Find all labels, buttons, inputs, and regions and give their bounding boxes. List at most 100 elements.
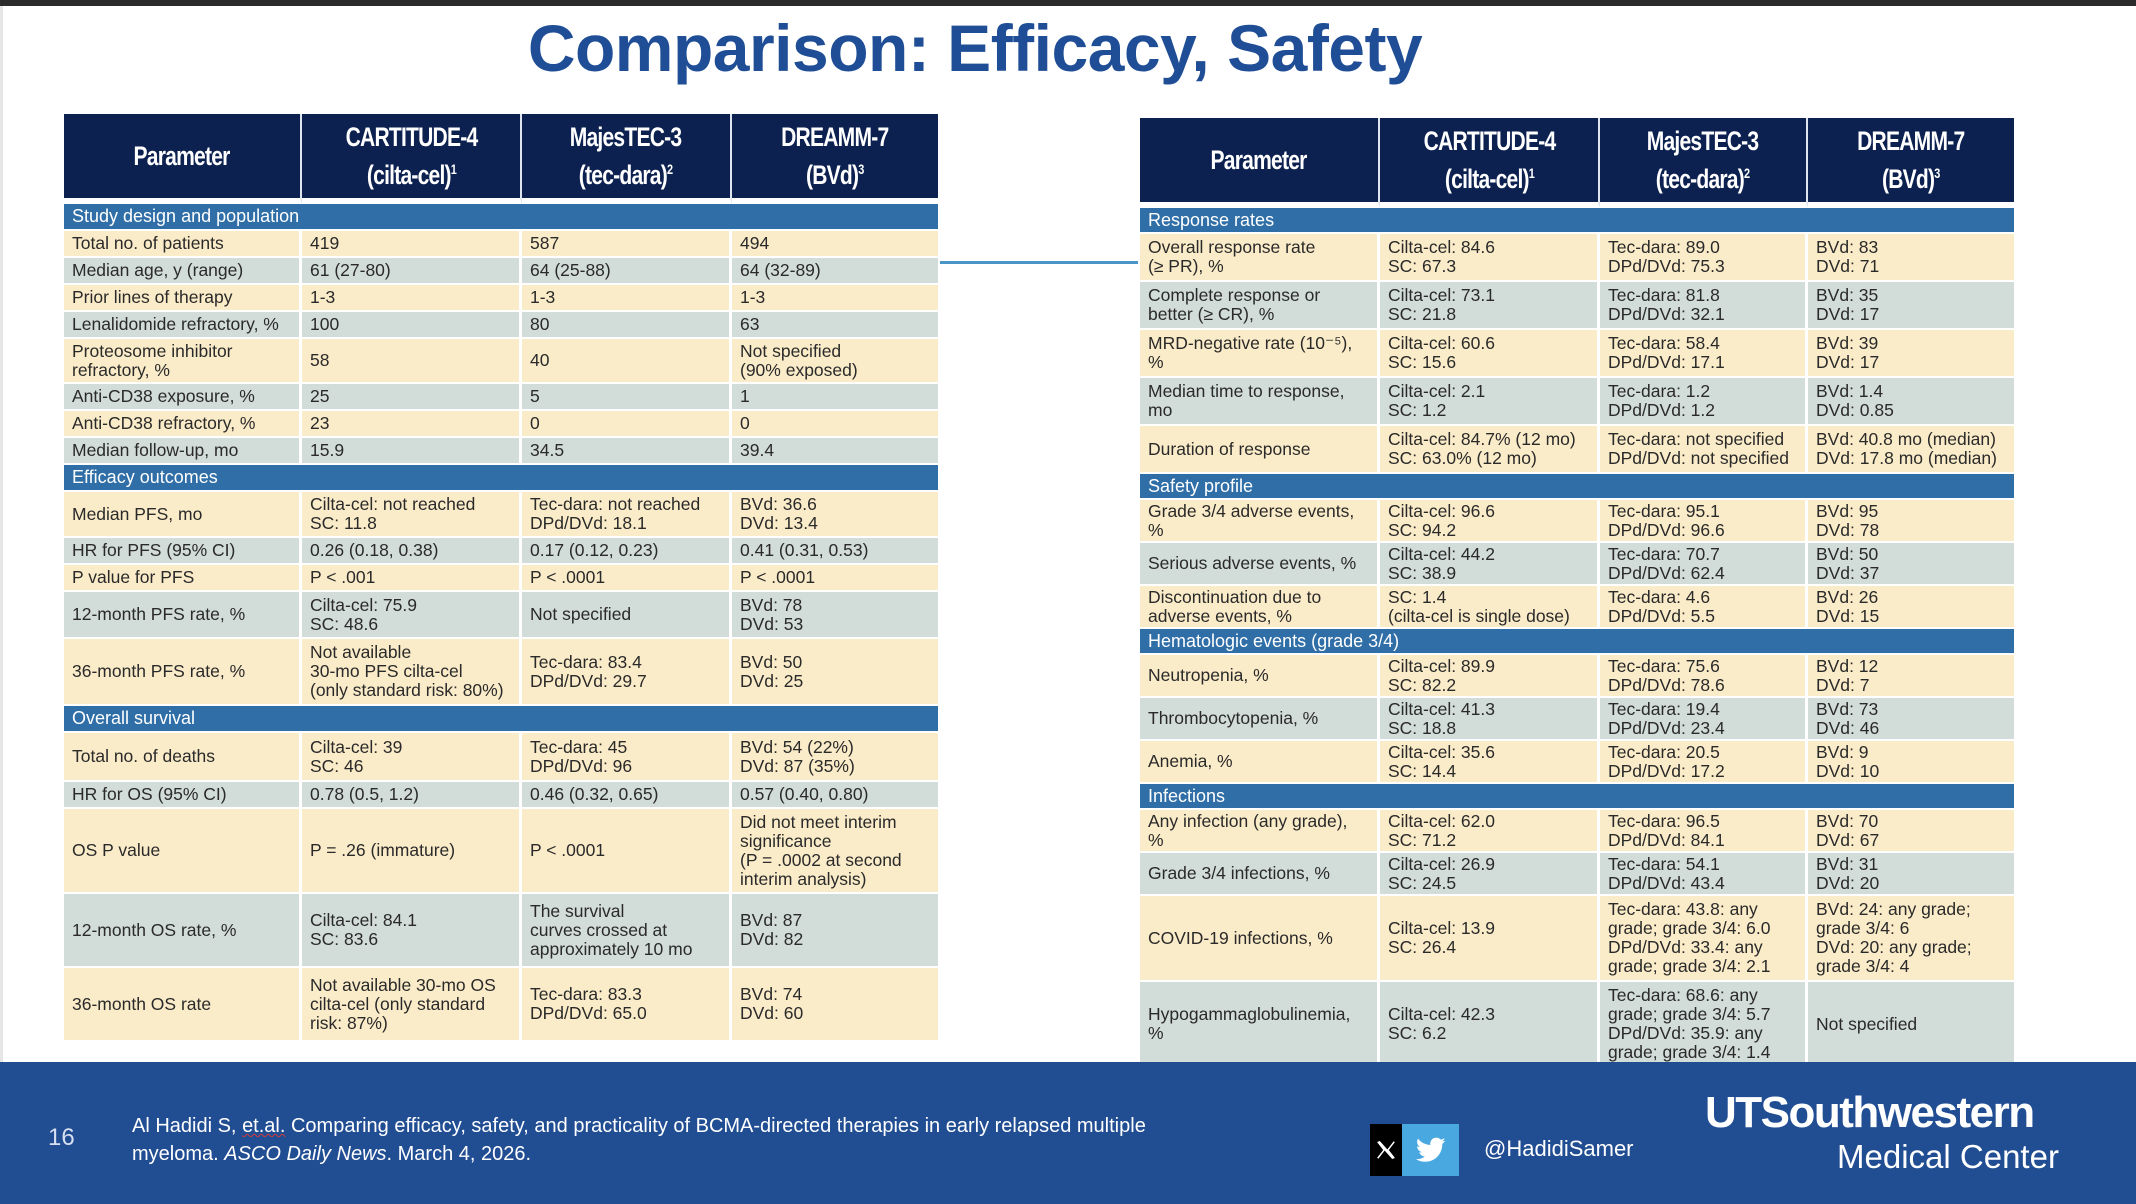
row-parameter: Hypogammaglobulinemia, % [1140, 982, 1380, 1068]
row-value: 1-3 [732, 285, 938, 312]
row-value: 0.17 (0.12, 0.23) [522, 538, 732, 565]
citation-journal: ASCO Daily News [224, 1143, 387, 1165]
row-parameter: HR for OS (95% CI) [64, 782, 302, 809]
table-row: Overall response rate (≥ PR), % Cilta-cel… [1140, 234, 2014, 282]
connector-line [940, 261, 1138, 264]
row-value: Tec-dara: 70.7 DPd/DVd: 62.4 [1600, 543, 1808, 586]
table-row: Grade 3/4 adverse events, % Cilta-cel: 96… [1140, 500, 2014, 543]
row-parameter: Median age, y (range) [64, 258, 302, 285]
row-value: 63 [732, 312, 938, 339]
row-value: Cilta-cel: 96.6 SC: 94.2 [1380, 500, 1600, 543]
row-value: BVd: 26 DVd: 15 [1808, 586, 2014, 629]
row-value: P = .26 (immature) [302, 809, 522, 894]
row-parameter: Median time to response, mo [1140, 378, 1380, 426]
row-parameter: 36-month PFS rate, % [64, 639, 302, 706]
row-parameter: Proteosome inhibitor refractory, % [64, 339, 302, 384]
row-value: 0.46 (0.32, 0.65) [522, 782, 732, 809]
row-parameter: 36-month OS rate [64, 968, 302, 1042]
row-value: P < .0001 [522, 809, 732, 894]
row-parameter: Prior lines of therapy [64, 285, 302, 312]
row-parameter: Anti-CD38 refractory, % [64, 411, 302, 438]
table-row: Anemia, % Cilta-cel: 35.6 SC: 14.4 Tec-dar… [1140, 741, 2014, 784]
x-logo-icon[interactable] [1370, 1124, 1402, 1176]
row-parameter: P value for PFS [64, 565, 302, 592]
row-value: The survival curves crossed at approxima… [522, 894, 732, 968]
row-parameter: Median follow-up, mo [64, 438, 302, 465]
row-value: BVd: 50 DVd: 25 [732, 639, 938, 706]
row-value: Tec-dara: 83.3 DPd/DVd: 65.0 [522, 968, 732, 1042]
row-value: BVd: 40.8 mo (median) DVd: 17.8 mo (medi… [1808, 426, 2014, 474]
row-value: 25 [302, 384, 522, 411]
section-header-row: Infections [1140, 784, 2014, 810]
header-parameter: Parameter [1140, 118, 1380, 208]
twitter-bird-icon[interactable] [1402, 1124, 1459, 1176]
row-parameter: Grade 3/4 adverse events, % [1140, 500, 1380, 543]
table-row: Median time to response, mo Cilta-cel: 2.… [1140, 378, 2014, 426]
row-parameter: Total no. of patients [64, 231, 302, 258]
row-value: 1-3 [522, 285, 732, 312]
header-dreamm7: DREAMM-7 (BVd)3 [1808, 118, 2014, 208]
row-value: SC: 1.4 (cilta-cel is single dose) [1380, 586, 1600, 629]
row-value: Not available 30-mo PFS cilta-cel (only … [302, 639, 522, 706]
row-value: 39.4 [732, 438, 938, 465]
section-title: Study design and population [64, 204, 938, 231]
table-row: Total no. of deaths Cilta-cel: 39 SC: 46 T… [64, 733, 938, 782]
table-row: P value for PFS P < .001 P < .0001 P < .000… [64, 565, 938, 592]
social-icons [1370, 1124, 1459, 1176]
row-value: 0 [732, 411, 938, 438]
row-value: BVd: 39 DVd: 17 [1808, 330, 2014, 378]
table-row: MRD-negative rate (10⁻⁵), % Cilta-cel: 60… [1140, 330, 2014, 378]
row-parameter: Duration of response [1140, 426, 1380, 474]
row-value: Tec-dara: 95.1 DPd/DVd: 96.6 [1600, 500, 1808, 543]
row-value: Cilta-cel: 73.1 SC: 21.8 [1380, 282, 1600, 330]
row-value: Tec-dara: 89.0 DPd/DVd: 75.3 [1600, 234, 1808, 282]
row-parameter: COVID-19 infections, % [1140, 896, 1380, 982]
row-value: Tec-dara: 75.6 DPd/DVd: 78.6 [1600, 655, 1808, 698]
row-value: BVd: 1.4 DVd: 0.85 [1808, 378, 2014, 426]
row-value: 64 (25-88) [522, 258, 732, 285]
row-value: 587 [522, 231, 732, 258]
section-header-row: Efficacy outcomes [64, 465, 938, 492]
row-parameter: Total no. of deaths [64, 733, 302, 782]
row-value: Not specified (90% exposed) [732, 339, 938, 384]
table-row: OS P value P = .26 (immature) P < .0001 Did… [64, 809, 938, 894]
row-value: Tec-dara: 81.8 DPd/DVd: 32.1 [1600, 282, 1808, 330]
row-value: BVd: 70 DVd: 67 [1808, 810, 2014, 853]
table-row: Serious adverse events, % Cilta-cel: 44.2… [1140, 543, 2014, 586]
row-value: BVd: 36.6 DVd: 13.4 [732, 492, 938, 538]
row-value: 0.57 (0.40, 0.80) [732, 782, 938, 809]
table-row: Complete response or better (≥ CR), % Cil… [1140, 282, 2014, 330]
row-value: BVd: 24: any grade; grade 3/4: 6 DVd: 20… [1808, 896, 2014, 982]
row-value: 23 [302, 411, 522, 438]
row-value: Cilta-cel: not reached SC: 11.8 [302, 492, 522, 538]
table-row: Median follow-up, mo 15.9 34.5 39.4 [64, 438, 938, 465]
row-parameter: OS P value [64, 809, 302, 894]
row-value: 64 (32-89) [732, 258, 938, 285]
slide-footer [0, 1062, 2136, 1204]
table-header-row: Parameter CARTITUDE-4 (cilta-cel)1 MajesT… [1140, 118, 2014, 208]
section-title: Efficacy outcomes [64, 465, 938, 492]
row-value: Cilta-cel: 62.0 SC: 71.2 [1380, 810, 1600, 853]
efficacy-table: Parameter CARTITUDE-4 (cilta-cel)1 MajesT… [64, 114, 938, 1042]
row-value: BVd: 83 DVd: 71 [1808, 234, 2014, 282]
row-value: 0 [522, 411, 732, 438]
row-value: 34.5 [522, 438, 732, 465]
row-value: Tec-dara: not reached DPd/DVd: 18.1 [522, 492, 732, 538]
row-value: Cilta-cel: 84.1 SC: 83.6 [302, 894, 522, 968]
row-value: 1 [732, 384, 938, 411]
row-parameter: HR for PFS (95% CI) [64, 538, 302, 565]
row-value: Cilta-cel: 39 SC: 46 [302, 733, 522, 782]
row-parameter: Neutropenia, % [1140, 655, 1380, 698]
row-value: Cilta-cel: 13.9 SC: 26.4 [1380, 896, 1600, 982]
row-value: Not specified [1808, 982, 2014, 1068]
table-row: Anti-CD38 refractory, % 23 0 0 [64, 411, 938, 438]
row-parameter: Median PFS, mo [64, 492, 302, 538]
table-row: 12-month OS rate, % Cilta-cel: 84.1 SC: 8… [64, 894, 938, 968]
row-parameter: Complete response or better (≥ CR), % [1140, 282, 1380, 330]
row-parameter: Lenalidomide refractory, % [64, 312, 302, 339]
social-handle[interactable]: @HadidiSamer [1484, 1136, 1634, 1161]
table-row: Total no. of patients 419 587 494 [64, 231, 938, 258]
section-header-row: Overall survival [64, 706, 938, 733]
row-value: 40 [522, 339, 732, 384]
row-value: 5 [522, 384, 732, 411]
